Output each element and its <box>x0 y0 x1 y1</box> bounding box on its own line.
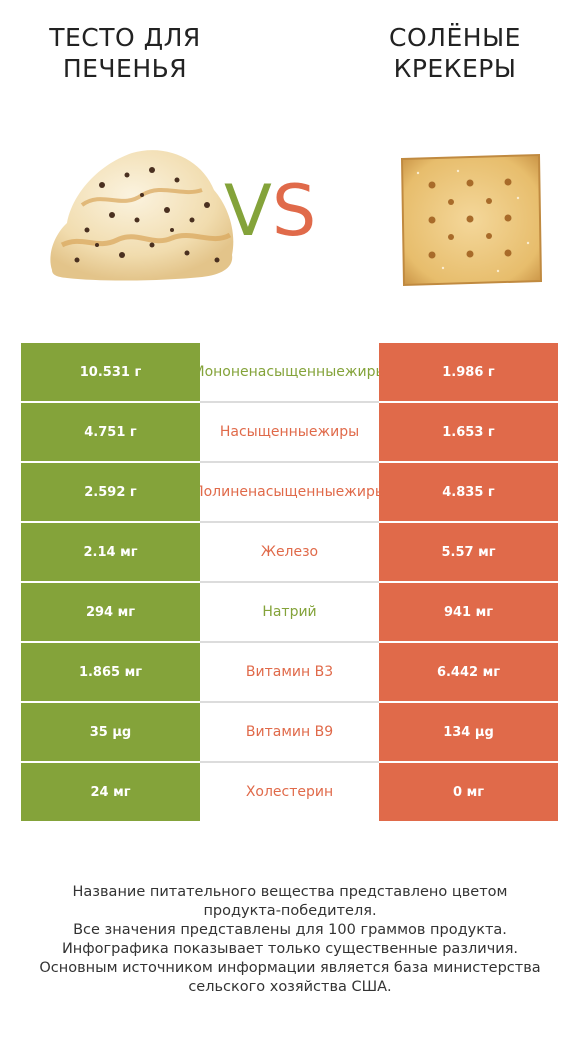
comparison-row: 24 мг Холестерин 0 мг <box>21 763 558 823</box>
row-divider <box>200 641 379 643</box>
right-value: 1.986 г <box>379 343 558 401</box>
left-food-title: ТЕСТО ДЛЯ ПЕЧЕНЬЯ <box>5 22 245 84</box>
left-value: 35 µg <box>21 703 200 761</box>
nutrient-name-line: жиры <box>344 484 379 500</box>
right-value: 5.57 мг <box>379 523 558 581</box>
nutrient-name: Насыщенные жиры <box>200 403 379 461</box>
nutrient-name: Холестерин <box>200 763 379 821</box>
row-divider <box>200 401 379 403</box>
left-value: 2.14 мг <box>21 523 200 581</box>
right-value: 0 мг <box>379 763 558 821</box>
row-divider <box>200 761 379 763</box>
footer-line-1: Название питательного вещества представл… <box>72 884 508 900</box>
nutrient-name-line: Насыщенные <box>219 424 318 440</box>
left-value: 294 мг <box>21 583 200 641</box>
footer-line-6: сельского хозяйства США. <box>188 979 392 995</box>
versus-label: VS <box>224 166 316 256</box>
cookie-dough-image <box>50 150 234 281</box>
left-value: 10.531 г <box>21 343 200 401</box>
nutrient-name: Витамин B3 <box>200 643 379 701</box>
nutrient-name-line: Железо <box>260 544 319 560</box>
nutrient-name: Витамин B9 <box>200 703 379 761</box>
footer-line-2: продукта-победителя. <box>203 903 377 919</box>
nutrient-name: Железо <box>200 523 379 581</box>
right-value: 134 µg <box>379 703 558 761</box>
right-value: 1.653 г <box>379 403 558 461</box>
footer-note: Название питательного вещества представл… <box>0 883 580 997</box>
row-divider <box>200 701 379 703</box>
comparison-row: 2.14 мг Железо 5.57 мг <box>21 523 558 583</box>
left-value: 2.592 г <box>21 463 200 521</box>
footer-line-5: Основным источником информации является … <box>39 960 541 976</box>
nutrient-name: Полиненасыщенныежиры <box>200 463 379 521</box>
nutrient-name-line: жиры <box>317 424 360 440</box>
nutrient-name-line: Натрий <box>262 604 317 620</box>
footer-line-4: Инфографика показывает только существенн… <box>61 941 519 957</box>
nutrient-name-line: Витамин B3 <box>245 664 334 680</box>
nutrient-name-line: Холестерин <box>245 784 334 800</box>
right-value: 941 мг <box>379 583 558 641</box>
left-value: 1.865 мг <box>21 643 200 701</box>
vs-s: S <box>271 170 317 252</box>
right-food-title-line-1: СОЛЁНЫЕ <box>389 23 521 52</box>
nutrient-name-line: Мононенасыщенные <box>200 364 345 380</box>
comparison-row: 4.751 г Насыщенные жиры 1.653 г <box>21 403 558 463</box>
comparison-row: 35 µg Витамин B9 134 µg <box>21 703 558 763</box>
comparison-table: 10.531 гМононенасыщенныежиры1.986 г4.751… <box>21 343 558 823</box>
nutrient-name: Натрий <box>200 583 379 641</box>
right-value: 6.442 мг <box>379 643 558 701</box>
left-value: 24 мг <box>21 763 200 821</box>
comparison-row: 1.865 мг Витамин B3 6.442 мг <box>21 643 558 703</box>
row-divider <box>200 521 379 523</box>
nutrient-name-line: Витамин B9 <box>245 724 334 740</box>
row-divider <box>200 461 379 463</box>
nutrient-name-line: жиры <box>344 364 379 380</box>
nutrient-name: Мононенасыщенныежиры <box>200 343 379 401</box>
vs-v: V <box>224 170 272 252</box>
right-food-title: СОЛЁНЫЕ КРЕКЕРЫ <box>335 22 575 84</box>
comparison-row: 294 мг Натрий 941 мг <box>21 583 558 643</box>
right-food-title-line-2: КРЕКЕРЫ <box>393 54 517 83</box>
left-value: 4.751 г <box>21 403 200 461</box>
saltine-cracker-image <box>400 153 543 287</box>
left-food-title-line-2: ПЕЧЕНЬЯ <box>62 54 188 83</box>
right-value: 4.835 г <box>379 463 558 521</box>
comparison-row: 10.531 гМононенасыщенныежиры1.986 г <box>21 343 558 403</box>
row-divider <box>200 581 379 583</box>
footer-line-3: Все значения представлены для 100 граммо… <box>73 922 507 938</box>
nutrient-name-line: Полиненасыщенные <box>200 484 345 500</box>
comparison-row: 2.592 гПолиненасыщенныежиры4.835 г <box>21 463 558 523</box>
left-food-title-line-1: ТЕСТО ДЛЯ <box>49 23 201 52</box>
